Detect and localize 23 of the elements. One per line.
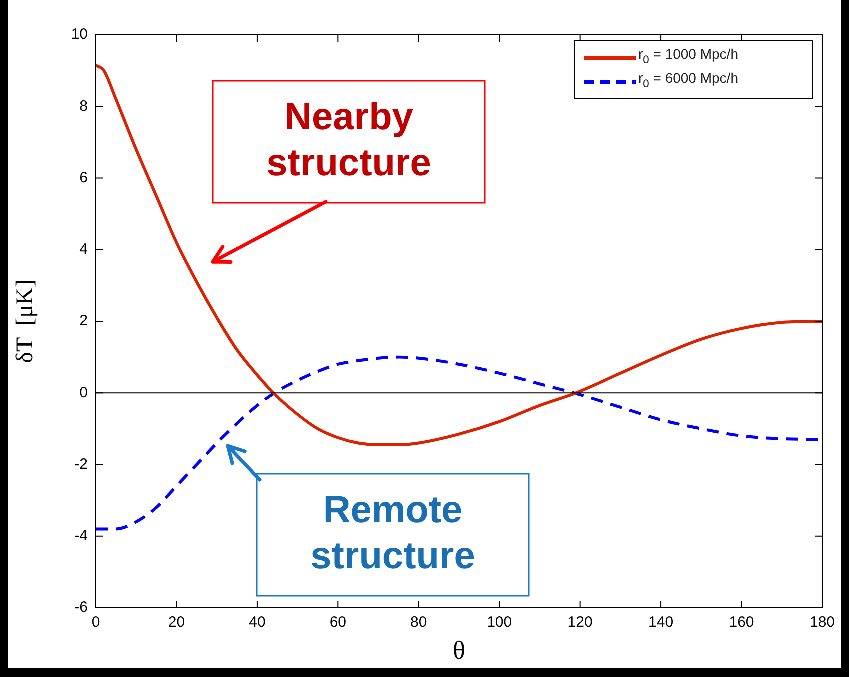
y-axis-title: δT [μK]: [12, 280, 39, 364]
x-tick-label: 180: [810, 614, 835, 632]
annotation: Remote structure: [310, 489, 476, 578]
x-tick-label: 160: [729, 614, 754, 632]
annotation: Nearby structure: [266, 96, 432, 184]
y-tick-label: 8: [80, 98, 88, 115]
x-tick-label: 40: [249, 614, 266, 632]
x-tick-label: 120: [568, 614, 593, 632]
x-tick-label: 20: [168, 614, 186, 632]
y-tick-label: 2: [80, 312, 88, 330]
y-tick-label: 10: [71, 26, 88, 44]
y-tick-label: 4: [80, 241, 88, 258]
x-axis-title: θ: [453, 636, 466, 666]
x-tick-label: 100: [487, 614, 512, 632]
x-tick-label: 60: [330, 614, 347, 632]
y-tick-label: 6: [80, 169, 88, 186]
y-tick-label: -4: [74, 528, 88, 545]
y-tick-label: -6: [74, 599, 88, 616]
y-tick-label: -2: [74, 456, 88, 473]
x-tick-label: 80: [410, 614, 428, 632]
y-tick-label: 0: [80, 384, 88, 402]
x-tick-label: 0: [92, 614, 100, 632]
x-tick-label: 140: [648, 614, 674, 632]
